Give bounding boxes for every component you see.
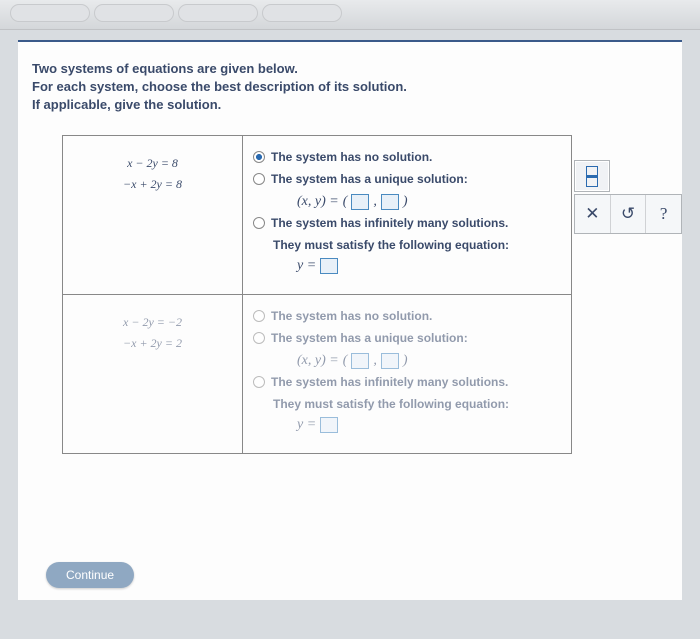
fraction-button[interactable] bbox=[574, 160, 610, 192]
browser-tab[interactable] bbox=[94, 4, 174, 22]
option-label: The system has infinitely many solutions… bbox=[271, 216, 508, 230]
reset-icon: ↺ bbox=[621, 204, 635, 224]
option-infinite-solutions[interactable]: The system has infinitely many solutions… bbox=[253, 375, 561, 389]
fraction-icon bbox=[586, 166, 598, 187]
xy-input-row: (x, y) = ( , ) bbox=[297, 353, 561, 369]
equation: x − 2y = 8 bbox=[73, 156, 232, 171]
browser-tabs-bar bbox=[0, 0, 700, 30]
browser-tab[interactable] bbox=[178, 4, 258, 22]
option-label: The system has no solution. bbox=[271, 150, 432, 164]
option-no-solution[interactable]: The system has no solution. bbox=[253, 309, 561, 323]
y-input[interactable] bbox=[381, 353, 399, 369]
systems-table: x − 2y = 8 −x + 2y = 8 The system has no… bbox=[62, 135, 572, 454]
x-input[interactable] bbox=[351, 194, 369, 210]
y-input-row: y = bbox=[297, 258, 561, 274]
system-2-options: The system has no solution. The system h… bbox=[243, 294, 572, 453]
side-toolbar: ✕ ↺ ? bbox=[574, 160, 682, 234]
option-label: The system has infinitely many solutions… bbox=[271, 375, 508, 389]
radio-icon bbox=[253, 332, 265, 344]
option-label: The system has a unique solution: bbox=[271, 172, 468, 186]
instruction-line: If applicable, give the solution. bbox=[32, 96, 668, 114]
y-equation-input[interactable] bbox=[320, 258, 338, 274]
clear-button[interactable]: ✕ bbox=[575, 195, 610, 233]
help-icon: ? bbox=[660, 204, 668, 224]
option-infinite-solutions[interactable]: The system has infinitely many solutions… bbox=[253, 216, 561, 230]
instruction-line: For each system, choose the best descrip… bbox=[32, 78, 668, 96]
infinite-subtext: They must satisfy the following equation… bbox=[273, 397, 561, 411]
continue-button[interactable]: Continue bbox=[46, 562, 134, 588]
option-label: The system has no solution. bbox=[271, 309, 432, 323]
equation: x − 2y = −2 bbox=[73, 315, 232, 330]
radio-icon bbox=[253, 217, 265, 229]
xy-label: (x, y) = bbox=[297, 353, 339, 369]
infinite-subtext: They must satisfy the following equation… bbox=[273, 238, 561, 252]
option-unique-solution[interactable]: The system has a unique solution: bbox=[253, 331, 561, 345]
instruction-line: Two systems of equations are given below… bbox=[32, 60, 668, 78]
y-input-row: y = bbox=[297, 417, 561, 433]
system-1-equations: x − 2y = 8 −x + 2y = 8 bbox=[63, 135, 243, 294]
option-unique-solution[interactable]: The system has a unique solution: bbox=[253, 172, 561, 186]
browser-tab[interactable] bbox=[10, 4, 90, 22]
radio-icon bbox=[253, 151, 265, 163]
equation: −x + 2y = 8 bbox=[73, 177, 232, 192]
radio-icon bbox=[253, 173, 265, 185]
option-label: The system has a unique solution: bbox=[271, 331, 468, 345]
y-input[interactable] bbox=[381, 194, 399, 210]
radio-icon bbox=[253, 310, 265, 322]
radio-icon bbox=[253, 376, 265, 388]
xy-input-row: (x, y) = ( , ) bbox=[297, 194, 561, 210]
continue-label: Continue bbox=[66, 568, 114, 582]
reset-button[interactable]: ↺ bbox=[610, 195, 646, 233]
y-label: y = bbox=[297, 258, 316, 274]
system-2-equations: x − 2y = −2 −x + 2y = 2 bbox=[63, 294, 243, 453]
system-1-options: The system has no solution. The system h… bbox=[243, 135, 572, 294]
y-equation-input[interactable] bbox=[320, 417, 338, 433]
browser-tab[interactable] bbox=[262, 4, 342, 22]
question-panel: Two systems of equations are given below… bbox=[18, 40, 682, 600]
help-button[interactable]: ? bbox=[645, 195, 681, 233]
x-input[interactable] bbox=[351, 353, 369, 369]
y-label: y = bbox=[297, 417, 316, 433]
option-no-solution[interactable]: The system has no solution. bbox=[253, 150, 561, 164]
x-icon: ✕ bbox=[585, 204, 599, 224]
instructions: Two systems of equations are given below… bbox=[32, 60, 668, 115]
equation: −x + 2y = 2 bbox=[73, 336, 232, 351]
xy-label: (x, y) = bbox=[297, 194, 339, 210]
